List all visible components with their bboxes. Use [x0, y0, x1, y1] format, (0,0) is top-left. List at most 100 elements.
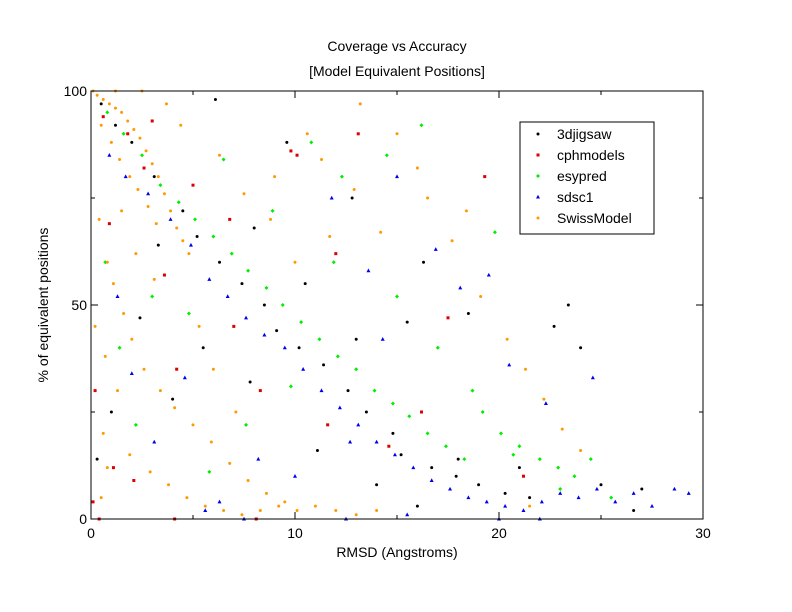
data-point	[364, 410, 368, 414]
data-point	[105, 466, 109, 470]
data-point	[337, 405, 342, 410]
data-point	[425, 431, 430, 436]
x-tick-label: 10	[287, 525, 303, 541]
data-point	[462, 457, 467, 462]
data-point	[203, 508, 208, 512]
data-point	[374, 439, 379, 444]
series-3djigsaw	[95, 98, 644, 512]
data-point	[109, 140, 113, 144]
data-point	[415, 504, 419, 508]
data-point	[111, 282, 115, 286]
data-point	[269, 217, 273, 221]
data-point	[211, 234, 216, 239]
data-point	[320, 157, 324, 161]
y-axis-label: % of equivalent positions	[35, 228, 51, 383]
data-point	[217, 499, 222, 504]
data-point	[405, 320, 409, 324]
data-point	[521, 508, 526, 512]
data-point	[234, 410, 238, 414]
data-point	[613, 499, 618, 504]
data-point	[379, 230, 383, 234]
data-point	[207, 469, 212, 474]
data-point	[458, 285, 463, 290]
data-point	[295, 508, 299, 512]
data-point	[395, 174, 399, 179]
data-point	[566, 303, 570, 307]
data-point	[387, 444, 391, 448]
legend-label: esypred	[557, 168, 607, 184]
data-point	[372, 388, 377, 393]
data-point	[133, 422, 138, 427]
data-point	[132, 478, 136, 482]
data-point	[201, 346, 205, 350]
data-point	[537, 457, 542, 462]
data-point	[101, 431, 105, 435]
data-point	[631, 491, 636, 495]
data-point	[419, 410, 423, 414]
data-point	[464, 209, 468, 213]
data-point	[273, 175, 277, 179]
data-point	[632, 508, 636, 512]
data-point	[167, 483, 171, 487]
legend-marker	[536, 153, 540, 157]
data-point	[507, 362, 512, 367]
data-point	[375, 508, 379, 512]
legend-item: cphmodels	[536, 147, 625, 163]
data-point	[356, 422, 361, 427]
data-point	[511, 452, 516, 457]
data-point	[138, 316, 142, 320]
data-point	[466, 312, 470, 316]
data-point	[203, 504, 207, 508]
chart-subtitle: [Model Equivalent Positions]	[309, 63, 485, 79]
data-point	[301, 367, 306, 371]
data-point	[686, 491, 691, 495]
data-point	[111, 466, 115, 470]
data-point	[480, 410, 485, 414]
data-point	[609, 495, 614, 500]
data-point	[158, 183, 163, 188]
data-point	[118, 157, 122, 161]
data-point	[162, 273, 166, 277]
data-point	[339, 174, 344, 179]
data-point	[136, 187, 140, 191]
data-point	[317, 337, 322, 342]
data-point	[128, 175, 132, 179]
data-point	[479, 294, 483, 298]
data-point	[258, 389, 262, 393]
data-point	[218, 260, 222, 264]
data-point	[150, 119, 154, 123]
data-point	[588, 457, 593, 462]
data-point	[244, 422, 249, 427]
data-point	[164, 102, 168, 106]
data-point	[113, 123, 117, 127]
data-point	[228, 461, 232, 465]
data-point	[179, 123, 183, 127]
legend-item: esypred	[536, 168, 607, 184]
data-point	[590, 375, 595, 380]
data-point	[352, 187, 356, 191]
data-point	[366, 268, 371, 273]
data-point	[322, 363, 326, 367]
data-point	[126, 119, 130, 123]
data-point	[207, 277, 212, 281]
data-point	[303, 282, 307, 286]
legend-marker	[536, 132, 540, 136]
data-point	[426, 196, 430, 200]
x-tick-label: 20	[491, 525, 507, 541]
data-point	[218, 153, 222, 157]
data-point	[240, 282, 244, 286]
data-point	[246, 478, 250, 482]
data-point	[101, 98, 105, 102]
data-point	[280, 303, 285, 307]
data-point	[132, 128, 136, 132]
data-point	[156, 175, 160, 179]
data-point	[313, 504, 317, 508]
data-point	[248, 380, 252, 384]
x-tick-label: 0	[87, 525, 95, 541]
data-point	[650, 503, 654, 508]
data-point	[120, 110, 124, 114]
data-point	[126, 132, 130, 136]
data-point	[528, 496, 532, 500]
data-point	[499, 431, 504, 436]
data-point	[191, 183, 195, 187]
